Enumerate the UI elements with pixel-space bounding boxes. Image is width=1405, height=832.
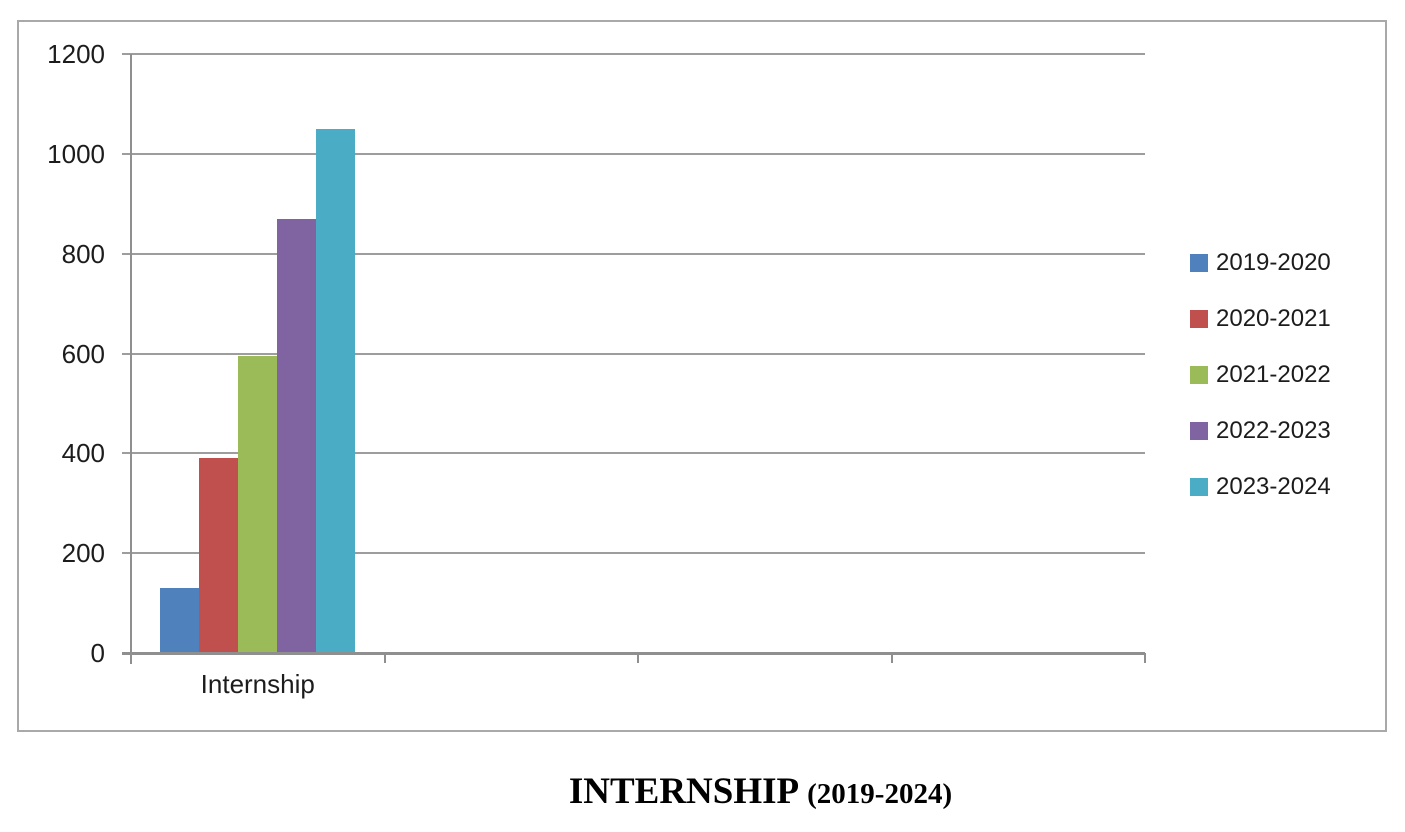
gridline-400 — [122, 452, 1145, 454]
legend-label-2019-2020: 2019-2020 — [1216, 249, 1331, 276]
legend-swatch-2021-2022 — [1190, 366, 1208, 384]
y-axis-label-200: 200 — [61, 538, 105, 568]
bar-2020-2021 — [199, 458, 238, 653]
chart-frame: 0 200 400 600 800 1000 1200 Internship 2019-2020… — [17, 20, 1387, 732]
x-axis-line — [122, 652, 1145, 655]
y-axis-label-0: 0 — [90, 638, 105, 668]
y-axis-label-400: 400 — [61, 438, 105, 468]
y-axis-line — [130, 54, 132, 664]
legend-swatch-2023-2024 — [1190, 478, 1208, 496]
legend-label-2022-2023: 2022-2023 — [1216, 417, 1331, 444]
gridline-200 — [122, 552, 1145, 554]
y-axis-label-600: 600 — [61, 339, 105, 369]
y-axis-label-1200: 1200 — [47, 39, 105, 69]
chart-title-sub: (2019-2024) — [807, 778, 953, 810]
legend-swatch-2020-2021 — [1190, 310, 1208, 328]
gridline-800 — [122, 253, 1145, 255]
chart-title: INTERNSHIP (2019-2024) — [58, 770, 1405, 813]
chart-title-main: INTERNSHIP — [568, 771, 800, 812]
x-axis-tick-0 — [130, 653, 132, 663]
gridline-600 — [122, 353, 1145, 355]
bar-2023-2024 — [316, 129, 355, 653]
bar-2019-2020 — [160, 588, 199, 653]
y-axis-label-1000: 1000 — [47, 139, 105, 169]
x-axis-tick-1 — [384, 653, 386, 663]
legend-label-2023-2024: 2023-2024 — [1216, 473, 1331, 500]
x-axis-tick-2 — [637, 653, 639, 663]
x-axis-tick-3 — [891, 653, 893, 663]
gridline-1200 — [122, 53, 1145, 55]
x-axis-tick-4 — [1144, 653, 1146, 663]
legend-swatch-2019-2020 — [1190, 254, 1208, 272]
bar-2021-2022 — [238, 356, 277, 653]
legend-label-2020-2021: 2020-2021 — [1216, 305, 1331, 332]
bar-2022-2023 — [277, 219, 316, 653]
legend-label-2021-2022: 2021-2022 — [1216, 361, 1331, 388]
gridline-1000 — [122, 153, 1145, 155]
y-axis-label-800: 800 — [61, 239, 105, 269]
legend-swatch-2022-2023 — [1190, 422, 1208, 440]
category-label-internship: Internship — [200, 669, 315, 699]
